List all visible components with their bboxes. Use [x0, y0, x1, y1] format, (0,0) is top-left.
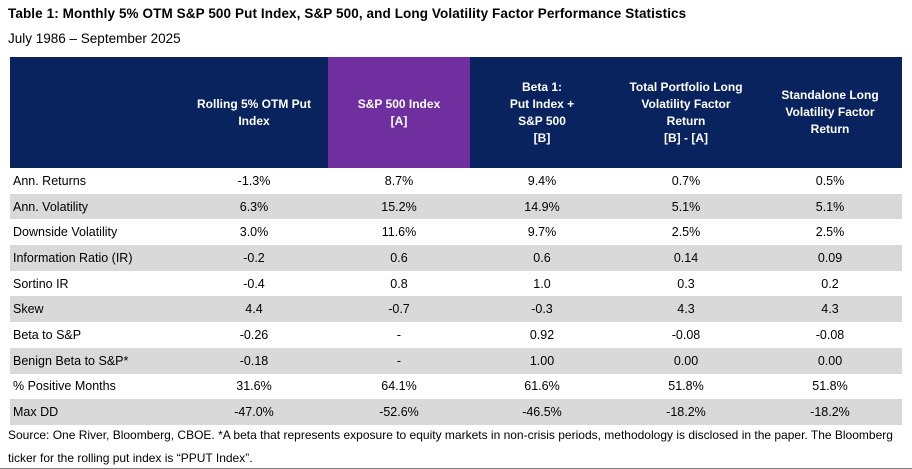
- row-label: Sortino IR: [13, 276, 69, 291]
- cell-value: -0.26: [239, 327, 269, 342]
- cell-value: 4.4: [245, 302, 263, 317]
- cell-value: 31.6%: [236, 379, 272, 394]
- cell-value: 2.5%: [671, 225, 701, 240]
- row-label: Benign Beta to S&P*: [13, 353, 129, 368]
- cell-value: 9.7%: [527, 225, 557, 240]
- cell-value: 0.3: [677, 276, 695, 291]
- row-label: Information Ratio (IR): [13, 250, 133, 265]
- cell-value: 0.6: [390, 250, 408, 265]
- table-body: Ann. Returns -1.3% 8.7% 9.4% 0.7% 0.5% Ann. Vo…: [10, 168, 902, 425]
- cell-value: 2.5%: [815, 225, 845, 240]
- cell-value: 1.00: [529, 353, 555, 368]
- cell-value: 5.1%: [671, 199, 701, 214]
- header-standalone-long-vol: Standalone Long Volatility Factor Return: [758, 57, 902, 168]
- cell-value: 0.5%: [815, 173, 845, 188]
- cell-value: -0.4: [243, 276, 265, 291]
- cell-value: 0.7%: [671, 173, 701, 188]
- table-row: Downside Volatility 3.0% 11.6% 9.7% 2.5% 2.5%: [10, 219, 902, 246]
- cell-value: -0.08: [671, 327, 701, 342]
- cell-value: 15.2%: [381, 199, 417, 214]
- row-label: Beta to S&P: [13, 327, 82, 342]
- cell-value: -52.6%: [379, 405, 419, 420]
- cell-value: 51.8%: [668, 379, 704, 394]
- cell-value: 0.14: [673, 250, 699, 265]
- row-label: % Positive Months: [13, 379, 116, 394]
- row-label: Max DD: [13, 405, 59, 420]
- header-sp500-index: S&P 500 Index [A]: [328, 57, 470, 168]
- cell-value: 61.6%: [524, 379, 560, 394]
- cell-value: -0.3: [531, 302, 553, 317]
- cell-value: 11.6%: [381, 225, 417, 240]
- performance-table: Rolling 5% OTM Put Index S&P 500 Index […: [10, 57, 902, 425]
- row-label: Downside Volatility: [13, 225, 118, 240]
- cell-value: -46.5%: [522, 405, 562, 420]
- cell-value: -18.2%: [810, 405, 850, 420]
- cell-value: 4.3: [821, 302, 839, 317]
- table-row: Ann. Returns -1.3% 8.7% 9.4% 0.7% 0.5%: [10, 168, 902, 194]
- cell-value: 9.4%: [527, 173, 557, 188]
- cell-value: -18.2%: [666, 405, 706, 420]
- header-beta1-put-plus-sp500: Beta 1: Put Index + S&P 500 [B]: [470, 57, 614, 168]
- table-row: Ann. Volatility 6.3% 15.2% 14.9% 5.1% 5.1%: [10, 193, 902, 220]
- cell-value: -47.0%: [234, 405, 274, 420]
- cell-value: 0.92: [529, 327, 555, 342]
- header-row-label-spacer: [10, 57, 180, 168]
- cell-value: 0.6: [533, 250, 551, 265]
- table-row: % Positive Months 31.6% 64.1% 61.6% 51.8% 51.…: [10, 373, 902, 400]
- cell-value: -1.3%: [237, 173, 271, 188]
- source-footnote: Source: One River, Bloomberg, CBOE. *A b…: [8, 428, 893, 465]
- table-row: Sortino IR -0.4 0.8 1.0 0.3 0.2: [10, 270, 902, 297]
- header-total-portfolio-long-vol: Total Portfolio Long Volatility Factor R…: [614, 57, 758, 168]
- cell-value: -0.7: [388, 302, 410, 317]
- header-rolling-put-index: Rolling 5% OTM Put Index: [180, 57, 328, 168]
- header-row: Rolling 5% OTM Put Index S&P 500 Index […: [10, 57, 902, 168]
- cell-value: 8.7%: [384, 173, 414, 188]
- cell-value: -0.2: [243, 250, 265, 265]
- table-row: Information Ratio (IR) -0.2 0.6 0.6 0.14 0.09: [10, 245, 902, 271]
- cell-value: 0.00: [673, 353, 699, 368]
- cell-value: -: [396, 327, 402, 342]
- cell-value: 14.9%: [524, 199, 560, 214]
- cell-value: -0.18: [239, 353, 269, 368]
- cell-value: -0.08: [815, 327, 845, 342]
- cell-value: 1.0: [533, 276, 551, 291]
- cell-value: 0.00: [817, 353, 843, 368]
- row-label: Skew: [13, 302, 44, 317]
- cell-value: 0.8: [390, 276, 408, 291]
- cell-value: 5.1%: [815, 199, 845, 214]
- table-row: Benign Beta to S&P* -0.18 - 1.00 0.00 0.00: [10, 347, 902, 374]
- table-title: Table 1: Monthly 5% OTM S&P 500 Put Inde…: [8, 6, 687, 21]
- cell-value: 0.09: [817, 250, 843, 265]
- row-label: Ann. Returns: [13, 173, 86, 188]
- cell-value: -: [396, 353, 402, 368]
- cell-value: 4.3: [677, 302, 695, 317]
- date-range-subtitle: July 1986 – September 2025: [8, 31, 181, 46]
- table-row: Beta to S&P -0.26 - 0.92 -0.08 -0.08: [10, 322, 902, 348]
- cell-value: 3.0%: [239, 225, 269, 240]
- table-row: Max DD -47.0% -52.6% -46.5% -18.2% -18.2%: [10, 399, 902, 425]
- table-row: Skew 4.4 -0.7 -0.3 4.3 4.3: [10, 296, 902, 323]
- row-label: Ann. Volatility: [13, 199, 89, 214]
- cell-value: 0.2: [821, 276, 839, 291]
- cell-value: 51.8%: [812, 379, 848, 394]
- cell-value: 64.1%: [381, 379, 417, 394]
- cell-value: 6.3%: [239, 199, 269, 214]
